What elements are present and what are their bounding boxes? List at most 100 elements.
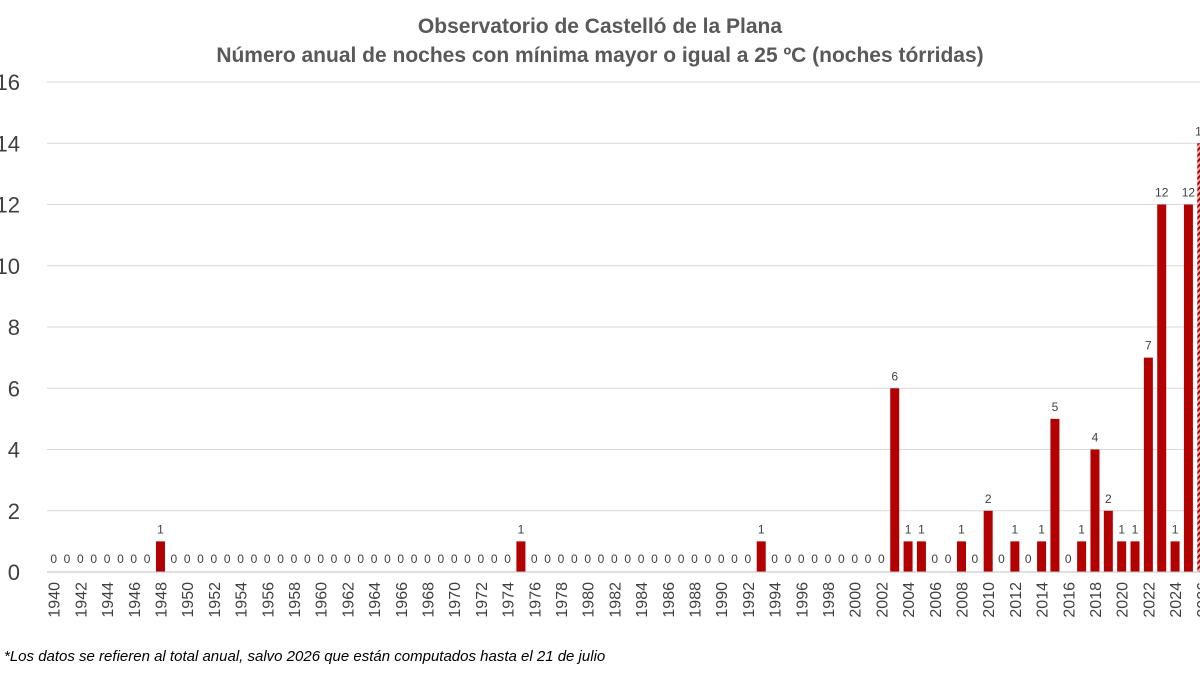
data-label: 12 xyxy=(1155,186,1169,200)
data-label: 0 xyxy=(691,552,698,566)
data-label: 0 xyxy=(785,552,792,566)
data-label: 0 xyxy=(678,552,685,566)
x-tick-label: 1984 xyxy=(634,582,651,618)
value-labels: 0 0 0 0 0 0 0 010 0 0 0 0 0 0 0 0 0 0 0 0 0 0 0 0 0 0 0 0 0 0 0 0 010 0 0 0… xyxy=(50,124,1200,566)
x-tick-label: 1958 xyxy=(287,582,304,618)
data-label: 0 xyxy=(144,552,151,566)
y-tick-label: 4 xyxy=(8,438,20,463)
data-label: 0 xyxy=(1025,552,1032,566)
x-tick-label: 1982 xyxy=(607,582,624,618)
bar xyxy=(1157,204,1167,572)
x-tick-label: 1946 xyxy=(127,582,144,618)
x-tick-label: 1950 xyxy=(180,582,197,618)
data-label: 4 xyxy=(1092,431,1099,445)
x-axis-ticks: 1940 1942 1944 1946 1948 1950 1952 1954 1956 1958… xyxy=(47,582,1200,618)
data-label: 0 xyxy=(838,552,845,566)
y-tick-label: 0 xyxy=(8,560,20,585)
x-tick-label: 2012 xyxy=(1008,582,1025,618)
data-label: 0 xyxy=(971,552,978,566)
data-label: 0 xyxy=(384,552,391,566)
data-label: 14 xyxy=(1195,124,1200,138)
x-tick-label: 1998 xyxy=(821,582,838,618)
data-label: 7 xyxy=(1145,339,1152,353)
data-label: 0 xyxy=(558,552,565,566)
x-tick-label: 1970 xyxy=(447,582,464,618)
data-label: 0 xyxy=(1065,552,1072,566)
data-label: 0 xyxy=(184,552,191,566)
data-label: 0 xyxy=(745,552,752,566)
data-label: 5 xyxy=(1052,400,1059,414)
bar xyxy=(1077,541,1087,572)
footnote: *Los datos se refieren al total anual, s… xyxy=(4,648,606,665)
data-label: 1 xyxy=(1078,522,1085,536)
bar xyxy=(1197,143,1200,572)
data-label: 0 xyxy=(571,552,578,566)
data-label: 0 xyxy=(64,552,71,566)
bar xyxy=(983,510,993,572)
data-label: 0 xyxy=(77,552,84,566)
data-label: 0 xyxy=(437,552,444,566)
x-tick-label: 2002 xyxy=(874,582,891,618)
bar xyxy=(1170,541,1180,572)
bar xyxy=(1037,541,1047,572)
x-tick-label: 1972 xyxy=(474,582,491,618)
data-label: 0 xyxy=(50,552,57,566)
data-label: 6 xyxy=(891,369,898,383)
x-tick-label: 2006 xyxy=(928,582,945,618)
data-label: 0 xyxy=(638,552,645,566)
bar xyxy=(956,541,966,572)
bars xyxy=(155,143,1200,572)
bar xyxy=(890,388,900,572)
x-tick-label: 1990 xyxy=(714,582,731,618)
data-label: 2 xyxy=(1105,492,1112,506)
x-tick-label: 1954 xyxy=(234,582,251,618)
y-tick-label: 2 xyxy=(8,499,20,524)
data-label: 0 xyxy=(424,552,431,566)
data-label: 0 xyxy=(197,552,204,566)
data-label: 2 xyxy=(985,492,992,506)
data-label: 0 xyxy=(291,552,298,566)
data-label: 1 xyxy=(905,522,912,536)
x-tick-label: 2000 xyxy=(848,582,865,618)
data-label: 0 xyxy=(277,552,284,566)
x-tick-label: 2014 xyxy=(1035,582,1052,618)
data-label: 0 xyxy=(998,552,1005,566)
data-label: 0 xyxy=(825,552,832,566)
y-tick-label: 12 xyxy=(0,193,20,218)
data-label: 0 xyxy=(411,552,418,566)
data-label: 1 xyxy=(518,522,525,536)
bar xyxy=(916,541,926,572)
data-label: 1 xyxy=(958,522,965,536)
data-label: 0 xyxy=(130,552,137,566)
bar xyxy=(1010,541,1020,572)
data-label: 0 xyxy=(317,552,324,566)
data-label: 0 xyxy=(531,552,538,566)
data-label: 0 xyxy=(544,552,551,566)
data-label: 0 xyxy=(945,552,952,566)
x-tick-label: 1992 xyxy=(741,582,758,618)
data-label: 0 xyxy=(451,552,458,566)
chart-title: Observatorio de Castelló de la Plana xyxy=(418,15,782,38)
data-label: 0 xyxy=(170,552,177,566)
bar xyxy=(1117,541,1127,572)
data-label: 0 xyxy=(491,552,498,566)
bar xyxy=(903,541,913,572)
data-label: 12 xyxy=(1182,186,1196,200)
x-tick-label: 2016 xyxy=(1061,582,1078,618)
y-tick-label: 14 xyxy=(0,131,20,156)
data-label: 0 xyxy=(104,552,111,566)
x-tick-label: 1960 xyxy=(314,582,331,618)
x-tick-label: 1952 xyxy=(207,582,224,618)
x-tick-label: 1966 xyxy=(394,582,411,618)
bar xyxy=(516,541,526,572)
x-tick-label: 1962 xyxy=(340,582,357,618)
bar xyxy=(1103,510,1113,572)
data-label: 0 xyxy=(851,552,858,566)
data-label: 1 xyxy=(758,522,765,536)
x-tick-label: 2008 xyxy=(954,582,971,618)
data-label: 1 xyxy=(1118,522,1125,536)
x-tick-label: 1944 xyxy=(100,582,117,618)
data-label: 0 xyxy=(344,552,351,566)
data-label: 0 xyxy=(731,552,738,566)
